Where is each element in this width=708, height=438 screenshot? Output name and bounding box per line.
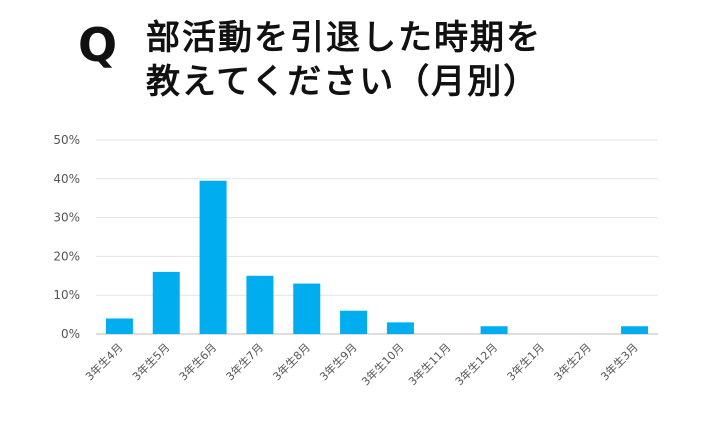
bar: [246, 275, 274, 334]
x-tick-label: 3年生5月: [129, 340, 172, 383]
bar: [105, 318, 133, 334]
bar: [152, 271, 180, 334]
x-tick-label: 3年生1月: [504, 340, 547, 383]
page-title: 部活動を引退した時期を 教えてください（月別）: [146, 16, 542, 104]
x-tick-label: 3年生8月: [270, 340, 313, 383]
y-tick-label: 50%: [53, 133, 80, 147]
y-tick-label: 40%: [53, 172, 80, 186]
x-tick-label: 3年生3月: [598, 340, 641, 383]
x-tick-label: 3年生9月: [317, 340, 360, 383]
y-tick-label: 20%: [53, 249, 80, 263]
bar: [621, 326, 649, 334]
y-tick-label: 10%: [53, 288, 80, 302]
question-mark: Q: [78, 18, 118, 72]
bar: [199, 180, 227, 334]
bar: [293, 283, 321, 334]
title-line-2: 教えてください（月別）: [146, 62, 540, 102]
x-tick-label: 3年生6月: [176, 340, 219, 383]
x-tick-label: 3年生2月: [551, 340, 594, 383]
y-tick-label: 0%: [61, 327, 80, 341]
x-tick-label: 3年生7月: [223, 340, 266, 383]
title-line-1: 部活動を引退した時期を: [146, 18, 542, 58]
bar: [480, 326, 508, 334]
x-tick-label: 3年生11月: [405, 340, 453, 388]
bar: [386, 322, 414, 334]
x-tick-label: 3年生12月: [452, 340, 500, 388]
bar: [340, 310, 368, 334]
x-tick-label: 3年生4月: [82, 340, 125, 383]
y-tick-label: 30%: [53, 211, 80, 225]
x-tick-label: 3年生10月: [358, 340, 406, 388]
